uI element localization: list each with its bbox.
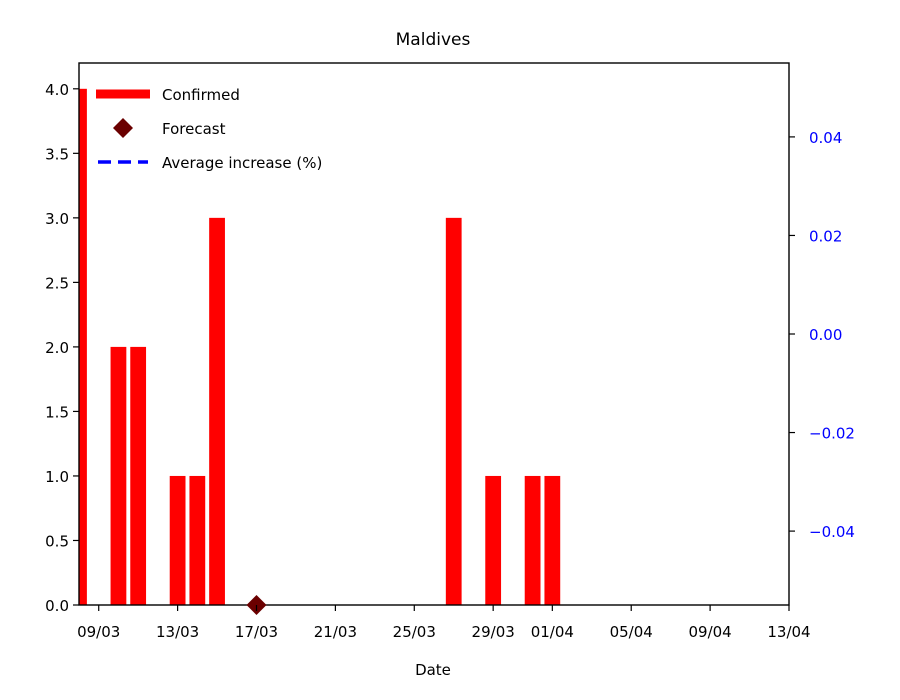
plot-area — [79, 88, 561, 605]
x-tick-label-5: 29/03 — [472, 623, 515, 641]
x-tick-label-1: 13/03 — [156, 623, 199, 641]
y2-tick-label-2: 0.00 — [809, 326, 842, 344]
y2-tick-label-1: −0.02 — [809, 425, 855, 443]
y-tick-label-4: 2.0 — [45, 339, 69, 357]
x-tick-label-6: 01/04 — [531, 623, 574, 641]
bar-10-03 — [110, 346, 127, 605]
y2-tick-label-3: 0.02 — [809, 227, 842, 245]
bar-31-03 — [524, 475, 541, 605]
bar-15-03 — [209, 217, 225, 605]
x-tick-label-4: 25/03 — [393, 623, 436, 641]
legend: Confirmed Forecast Average increase (%) — [96, 86, 322, 172]
x-tick-label-3: 21/03 — [314, 623, 357, 641]
legend-label-0: Confirmed — [162, 86, 240, 104]
legend-swatch-forecast — [113, 118, 133, 138]
y-tick-label-8: 4.0 — [45, 81, 69, 99]
y-tick-label-5: 2.5 — [45, 274, 69, 292]
axes: 0.0 0.5 1.0 1.5 2.0 2.5 3.0 3.5 4.0 −0.04 −0.02 0.0… — [45, 81, 855, 641]
x-tick-label-2: 17/03 — [235, 623, 278, 641]
y-tick-label-3: 1.5 — [45, 403, 69, 421]
y-tick-label-0: 0.0 — [45, 597, 69, 615]
x-tick-label-8: 09/04 — [688, 623, 731, 641]
bar-08-03 — [79, 88, 87, 605]
x-tick-label-9: 13/04 — [767, 623, 810, 641]
x-tick-label-7: 05/04 — [610, 623, 653, 641]
bar-27-03 — [445, 217, 462, 605]
legend-label-2: Average increase (%) — [162, 154, 322, 172]
y-tick-label-6: 3.0 — [45, 210, 69, 228]
bar-14-03 — [189, 475, 206, 605]
y2-tick-label-0: −0.04 — [809, 523, 855, 541]
y2-tick-label-4: 0.04 — [809, 129, 842, 147]
y-tick-label-2: 1.0 — [45, 468, 69, 486]
y-tick-label-7: 3.5 — [45, 145, 69, 163]
bar-13-03 — [169, 475, 186, 605]
x-axis-label: Date — [415, 661, 451, 679]
bar-29-03 — [485, 475, 502, 605]
y-tick-label-1: 0.5 — [45, 532, 69, 550]
x-tick-label-0: 09/03 — [77, 623, 120, 641]
legend-label-1: Forecast — [162, 120, 226, 138]
bar-11-03 — [130, 346, 147, 605]
chart-title: Maldives — [396, 30, 471, 50]
bar-01-04 — [544, 475, 561, 605]
